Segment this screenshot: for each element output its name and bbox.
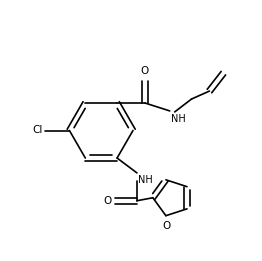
Text: O: O: [141, 66, 149, 76]
Text: O: O: [103, 196, 111, 206]
Text: Cl: Cl: [32, 126, 43, 135]
Text: NH: NH: [138, 175, 153, 185]
Text: O: O: [163, 221, 171, 231]
Text: NH: NH: [171, 114, 185, 124]
